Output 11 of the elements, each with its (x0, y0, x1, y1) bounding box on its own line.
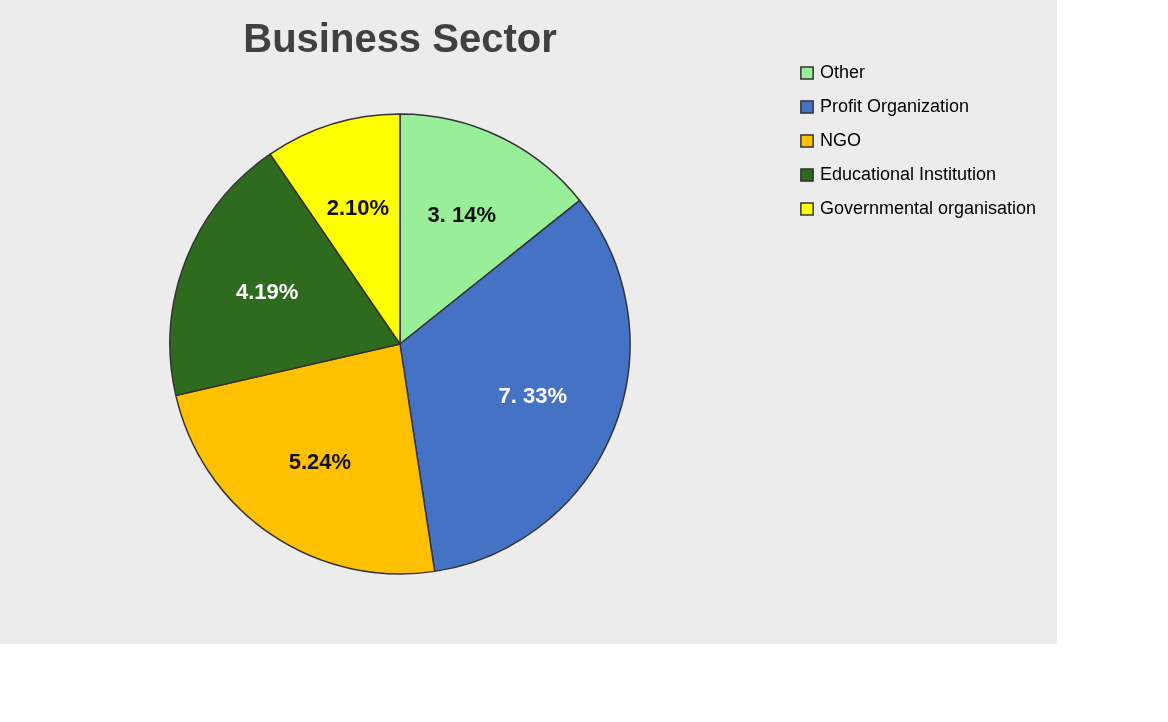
legend-label: Educational Institution (820, 164, 997, 184)
data-label: 3. 14% (427, 202, 497, 228)
legend-label: Governmental organisation (820, 198, 1037, 218)
legend-label: Profit Organization (820, 96, 970, 116)
data-label: 4.19% (235, 279, 299, 305)
data-label: 2.10% (326, 194, 390, 220)
data-label: 7. 33% (498, 382, 568, 408)
data-label: 5.24% (288, 448, 352, 474)
legend-label: Other (820, 62, 866, 82)
legend-label: NGO (820, 130, 862, 150)
chart-title: Business Sector (243, 16, 557, 60)
